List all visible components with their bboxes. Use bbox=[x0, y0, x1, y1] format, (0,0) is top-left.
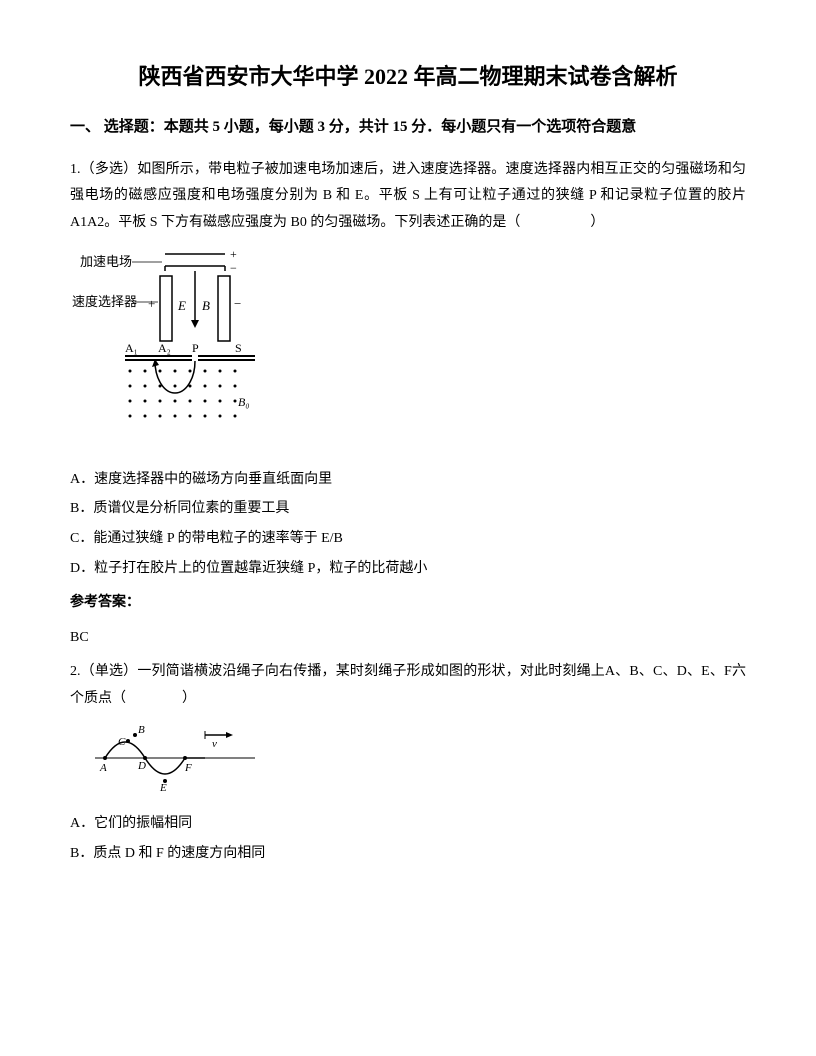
svg-text:−: − bbox=[230, 261, 237, 275]
question-1-options: A．速度选择器中的磁场方向垂直纸面向里 B．质谱仪是分析同位素的重要工具 C．能… bbox=[70, 467, 746, 582]
option-c: C．能通过狭缝 P 的带电粒子的速率等于 E/B bbox=[70, 526, 746, 553]
svg-text:D: D bbox=[137, 760, 146, 772]
svg-text:+: + bbox=[230, 247, 237, 261]
question-2-diagram: A B C D E F v bbox=[90, 723, 746, 804]
svg-text:A₂: A₂ bbox=[158, 341, 171, 355]
svg-text:加速电场: 加速电场 bbox=[80, 254, 132, 269]
svg-text:C: C bbox=[118, 736, 126, 748]
svg-text:A₁: A₁ bbox=[125, 341, 138, 355]
answer-label: 参考答案： bbox=[70, 590, 746, 617]
svg-text:A: A bbox=[99, 762, 107, 774]
question-1-answer: BC bbox=[70, 625, 746, 652]
question-2-text: 2.（单选）一列简谐横波沿绳子向右传播，某时刻绳子形成如图的形状，对此时刻绳上A… bbox=[70, 659, 746, 712]
section-header: 一、 选择题：本题共 5 小题，每小题 3 分，共计 15 分．每小题只有一个选… bbox=[70, 113, 746, 142]
svg-text:S: S bbox=[235, 341, 242, 355]
svg-text:−: − bbox=[234, 296, 241, 311]
question-2-options: A．它们的振幅相同 B．质点 D 和 F 的速度方向相同 bbox=[70, 811, 746, 867]
svg-text:F: F bbox=[184, 762, 192, 774]
option-b: B．质谱仪是分析同位素的重要工具 bbox=[70, 496, 746, 523]
svg-text:B: B bbox=[138, 724, 145, 736]
svg-text:+: + bbox=[148, 296, 155, 311]
page-title: 陕西省西安市大华中学 2022 年高二物理期末试卷含解析 bbox=[70, 60, 746, 93]
option-a: A．速度选择器中的磁场方向垂直纸面向里 bbox=[70, 467, 746, 494]
svg-text:P: P bbox=[192, 341, 199, 355]
svg-text:E: E bbox=[159, 782, 167, 793]
option-d: D．粒子打在胶片上的位置越靠近狭缝 P，粒子的比荷越小 bbox=[70, 556, 746, 583]
svg-text:E: E bbox=[177, 298, 186, 313]
svg-text:速度选择器: 速度选择器 bbox=[72, 294, 137, 309]
question-1-diagram: + − 加速电场 + − E B 速度选择器 A₁ A₂ P S bbox=[70, 246, 746, 457]
svg-text:B₀: B₀ bbox=[238, 395, 250, 409]
svg-text:B: B bbox=[202, 298, 210, 313]
option-b: B．质点 D 和 F 的速度方向相同 bbox=[70, 841, 746, 868]
option-a: A．它们的振幅相同 bbox=[70, 811, 746, 838]
question-1-text: 1.（多选）如图所示，带电粒子被加速电场加速后，进入速度选择器。速度选择器内相互… bbox=[70, 157, 746, 237]
svg-text:v: v bbox=[212, 738, 217, 750]
